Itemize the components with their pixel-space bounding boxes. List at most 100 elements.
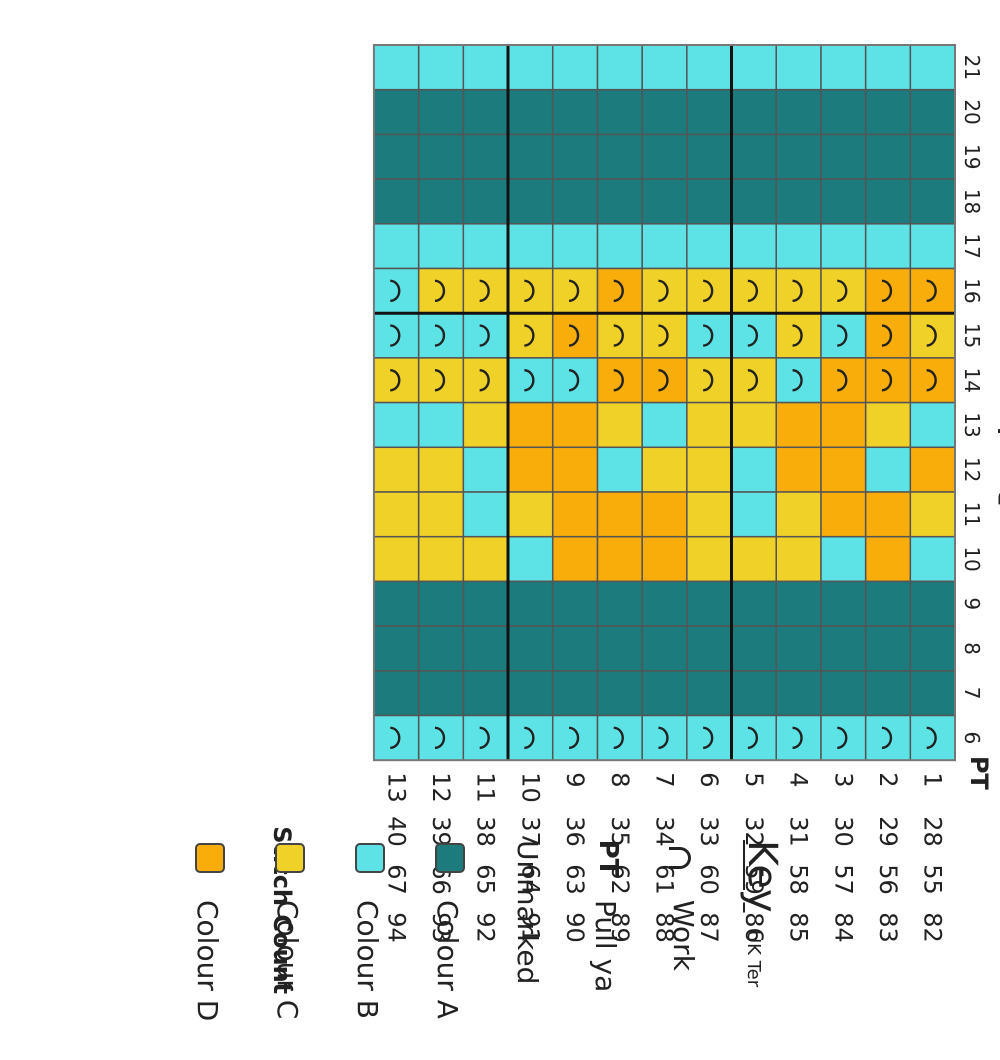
round-number: 9 bbox=[960, 597, 984, 610]
chart-cell bbox=[864, 580, 912, 627]
chart-cell bbox=[417, 223, 465, 270]
rotated-chart-stage: 21 20 19 18 17 16 15 14 13 12 11 10 9 8 7 6 PT 1 2 3 4 5 6 7 8 9 1… bbox=[191, 44, 1000, 1021]
chart-cell bbox=[730, 223, 777, 270]
chart-cell bbox=[551, 670, 599, 717]
stitch-arc-icon bbox=[434, 324, 446, 347]
chart-cell bbox=[730, 535, 777, 583]
arc-icon bbox=[668, 840, 704, 876]
chart-cell bbox=[417, 580, 465, 627]
chart-cell bbox=[730, 133, 777, 180]
stitch-arc-icon bbox=[792, 324, 803, 347]
chart-cell bbox=[417, 401, 465, 449]
chart-cell bbox=[507, 44, 554, 91]
stitch-count-value: 90 bbox=[561, 912, 589, 943]
stitch-count-value: 58 bbox=[785, 864, 813, 895]
colour-b-swatch bbox=[355, 843, 385, 873]
chart-cell bbox=[596, 357, 643, 404]
chart-cell bbox=[820, 267, 867, 314]
stitch-arc-icon bbox=[703, 324, 714, 347]
stitch-count-value: 93 bbox=[427, 912, 455, 943]
chart-cell bbox=[686, 357, 733, 404]
chart-cell bbox=[864, 401, 912, 449]
stitch-arc-icon bbox=[792, 369, 803, 392]
chart-cell bbox=[730, 178, 777, 225]
stitch-count-value: 40 bbox=[382, 816, 410, 847]
chart-cell bbox=[730, 625, 777, 672]
chart-cell bbox=[373, 446, 420, 493]
stitch-count-value: 32 bbox=[740, 816, 768, 847]
chart-cell bbox=[596, 535, 643, 583]
chart-cell bbox=[820, 133, 867, 180]
chart-cell bbox=[373, 133, 420, 180]
stitch-arc-icon bbox=[881, 279, 893, 303]
chart-cell bbox=[820, 223, 867, 270]
chart-cell bbox=[641, 491, 688, 538]
chart-cell bbox=[507, 223, 554, 270]
round-number: 8 bbox=[960, 642, 984, 655]
stitch-number: 4 bbox=[785, 772, 813, 787]
chart-cell bbox=[864, 714, 912, 761]
chart-cell bbox=[596, 580, 643, 627]
chart-cell bbox=[462, 491, 509, 538]
chart-cell bbox=[507, 580, 554, 627]
key-item-colour-c: Colour C bbox=[271, 840, 308, 1060]
key-title: Key bbox=[739, 840, 785, 913]
stitch-count-value: 37 bbox=[516, 816, 544, 847]
chart-cell bbox=[373, 670, 420, 717]
chart-cell bbox=[596, 312, 643, 359]
stitch-count-value: 88 bbox=[650, 912, 678, 943]
chart-cell bbox=[864, 491, 912, 538]
chart-cell bbox=[596, 133, 643, 180]
stitch-arc-icon bbox=[524, 279, 535, 303]
colour-c-swatch bbox=[275, 843, 305, 873]
chart-cell bbox=[462, 267, 509, 314]
chart-cell bbox=[820, 535, 867, 583]
stitch-count-value: 28 bbox=[919, 816, 947, 847]
chart-cell bbox=[730, 580, 777, 627]
chart-cell bbox=[686, 178, 733, 225]
chart-cell bbox=[820, 401, 867, 449]
chart-cell bbox=[686, 446, 733, 493]
chart-cell bbox=[373, 491, 420, 538]
chart-cell bbox=[730, 401, 777, 449]
round-number: 11 bbox=[960, 502, 984, 527]
chart-cell bbox=[462, 312, 509, 359]
chart-cell bbox=[909, 357, 956, 404]
chart-cell bbox=[641, 312, 688, 359]
stitch-arc-icon bbox=[390, 726, 401, 750]
chart-cell bbox=[641, 670, 688, 717]
chart-cell bbox=[551, 223, 599, 270]
chart-cell bbox=[820, 44, 867, 91]
stitch-number: 13 bbox=[382, 772, 410, 803]
chart-cell bbox=[551, 44, 599, 91]
stitch-arc-icon bbox=[613, 324, 624, 347]
chart-cell bbox=[551, 357, 599, 404]
chart-cell bbox=[641, 535, 688, 583]
stitch-number: 3 bbox=[829, 772, 857, 787]
stitch-count-value: 60 bbox=[695, 864, 723, 895]
key-item-label: Unmarked bbox=[511, 840, 544, 985]
chart-cell bbox=[909, 267, 956, 314]
chart-cell bbox=[462, 446, 509, 493]
chart-cell bbox=[730, 714, 777, 761]
chart-cell bbox=[686, 133, 733, 180]
chart-cell bbox=[686, 714, 733, 761]
stitch-arc-icon bbox=[837, 279, 848, 303]
chart-cell bbox=[864, 446, 912, 493]
chart-cell bbox=[730, 44, 777, 91]
chart-cell bbox=[730, 88, 777, 136]
stitch-count-value: 59 bbox=[740, 864, 768, 895]
chart-cell bbox=[775, 357, 822, 404]
stitch-count-value: 83 bbox=[874, 912, 902, 943]
chart-cell bbox=[909, 535, 956, 583]
stitch-count-value: 92 bbox=[472, 912, 500, 943]
chart-cell bbox=[730, 491, 777, 538]
key-item-unmarked: Unmarked bbox=[511, 840, 548, 1060]
chart-cell bbox=[462, 535, 509, 583]
stitch-arc-icon bbox=[926, 279, 937, 303]
stitch-arc-icon bbox=[568, 324, 580, 347]
stitch-count-value: 56 bbox=[874, 864, 902, 895]
round-number: 17 bbox=[960, 233, 984, 258]
stitch-arc-icon bbox=[613, 726, 624, 750]
chart-cell bbox=[417, 446, 465, 493]
